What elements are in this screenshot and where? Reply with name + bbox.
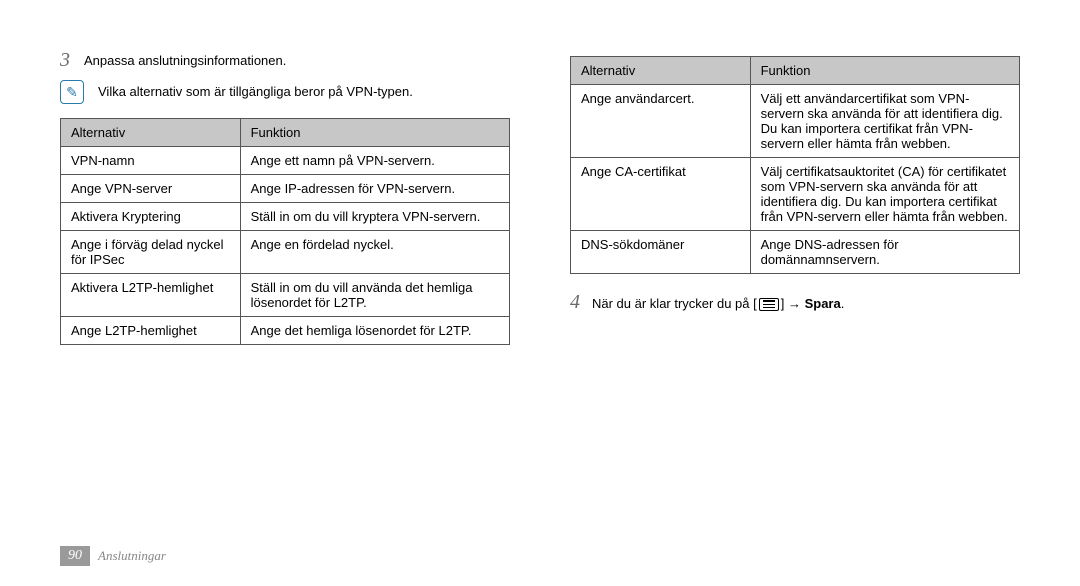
cell: Ställ in om du vill kryptera VPN-servern… xyxy=(240,203,509,231)
step-4-end: . xyxy=(841,296,845,311)
page-footer: 90 Anslutningar xyxy=(60,546,166,566)
step-3-text: Anpassa anslutningsinformationen. xyxy=(84,50,286,68)
note-row: ✎ Vilka alternativ som är tillgängliga b… xyxy=(60,80,510,104)
table-row: DNS-sökdomänerAnge DNS-adressen för domä… xyxy=(571,231,1020,274)
right-table-body: Ange användarcert.Välj ett användarcerti… xyxy=(571,85,1020,274)
cell: DNS-sökdomäner xyxy=(571,231,751,274)
cell: Ange det hemliga lösenordet för L2TP. xyxy=(240,317,509,345)
cell: Ange en fördelad nyckel. xyxy=(240,231,509,274)
step-4-prefix: När du är klar trycker du på [ xyxy=(592,296,757,311)
table-row: Ange i förväg delad nyckel för IPSecAnge… xyxy=(61,231,510,274)
cell: Ange L2TP-hemlighet xyxy=(61,317,241,345)
table-row: Ange CA-certifikatVälj certifikatsauktor… xyxy=(571,158,1020,231)
step-4-bold: Spara xyxy=(805,296,841,311)
cell: Aktivera Kryptering xyxy=(61,203,241,231)
cell: Ange IP-adressen för VPN-servern. xyxy=(240,175,509,203)
table-row: Aktivera L2TP-hemlighetStäll in om du vi… xyxy=(61,274,510,317)
col-header-alternativ: Alternativ xyxy=(61,119,241,147)
cell: Ställ in om du vill använda det hemliga … xyxy=(240,274,509,317)
cell: Aktivera L2TP-hemlighet xyxy=(61,274,241,317)
right-column: Alternativ Funktion Ange användarcert.Vä… xyxy=(570,50,1020,345)
menu-icon xyxy=(759,298,779,311)
footer-section-title: Anslutningar xyxy=(98,548,166,564)
step-3-row: 3 Anpassa anslutningsinformationen. xyxy=(60,50,510,70)
step-4-row: 4 När du är klar trycker du på [ ] → Spar… xyxy=(570,292,1020,312)
table-row: Ange VPN-serverAnge IP-adressen för VPN-… xyxy=(61,175,510,203)
cell: Ange i förväg delad nyckel för IPSec xyxy=(61,231,241,274)
note-icon: ✎ xyxy=(60,80,84,104)
table-row: Ange användarcert.Välj ett användarcerti… xyxy=(571,85,1020,158)
cell: Välj ett användarcertifikat som VPN-serv… xyxy=(750,85,1019,158)
step-4-text: När du är klar trycker du på [ ] → Spara. xyxy=(592,293,844,311)
col-header-alternativ: Alternativ xyxy=(571,57,751,85)
left-table: Alternativ Funktion VPN-namnAnge ett nam… xyxy=(60,118,510,345)
col-header-funktion: Funktion xyxy=(750,57,1019,85)
left-table-body: VPN-namnAnge ett namn på VPN-servern. An… xyxy=(61,147,510,345)
page-content: 3 Anpassa anslutningsinformationen. ✎ Vi… xyxy=(0,0,1080,375)
table-row: Ange L2TP-hemlighetAnge det hemliga löse… xyxy=(61,317,510,345)
footer-page-number: 90 xyxy=(60,546,90,566)
cell: Ange ett namn på VPN-servern. xyxy=(240,147,509,175)
cell: VPN-namn xyxy=(61,147,241,175)
step-3-number: 3 xyxy=(60,50,70,70)
cell: Ange användarcert. xyxy=(571,85,751,158)
step-4-number: 4 xyxy=(570,292,580,312)
col-header-funktion: Funktion xyxy=(240,119,509,147)
step-4-arrow: ] → xyxy=(781,296,805,311)
left-column: 3 Anpassa anslutningsinformationen. ✎ Vi… xyxy=(60,50,510,345)
cell: Ange VPN-server xyxy=(61,175,241,203)
table-row: Aktivera KrypteringStäll in om du vill k… xyxy=(61,203,510,231)
cell: Ange CA-certifikat xyxy=(571,158,751,231)
cell: Ange DNS-adressen för domännamnservern. xyxy=(750,231,1019,274)
table-row: VPN-namnAnge ett namn på VPN-servern. xyxy=(61,147,510,175)
note-text: Vilka alternativ som är tillgängliga ber… xyxy=(98,80,413,99)
right-table: Alternativ Funktion Ange användarcert.Vä… xyxy=(570,56,1020,274)
cell: Välj certifikatsauktoritet (CA) för cert… xyxy=(750,158,1019,231)
